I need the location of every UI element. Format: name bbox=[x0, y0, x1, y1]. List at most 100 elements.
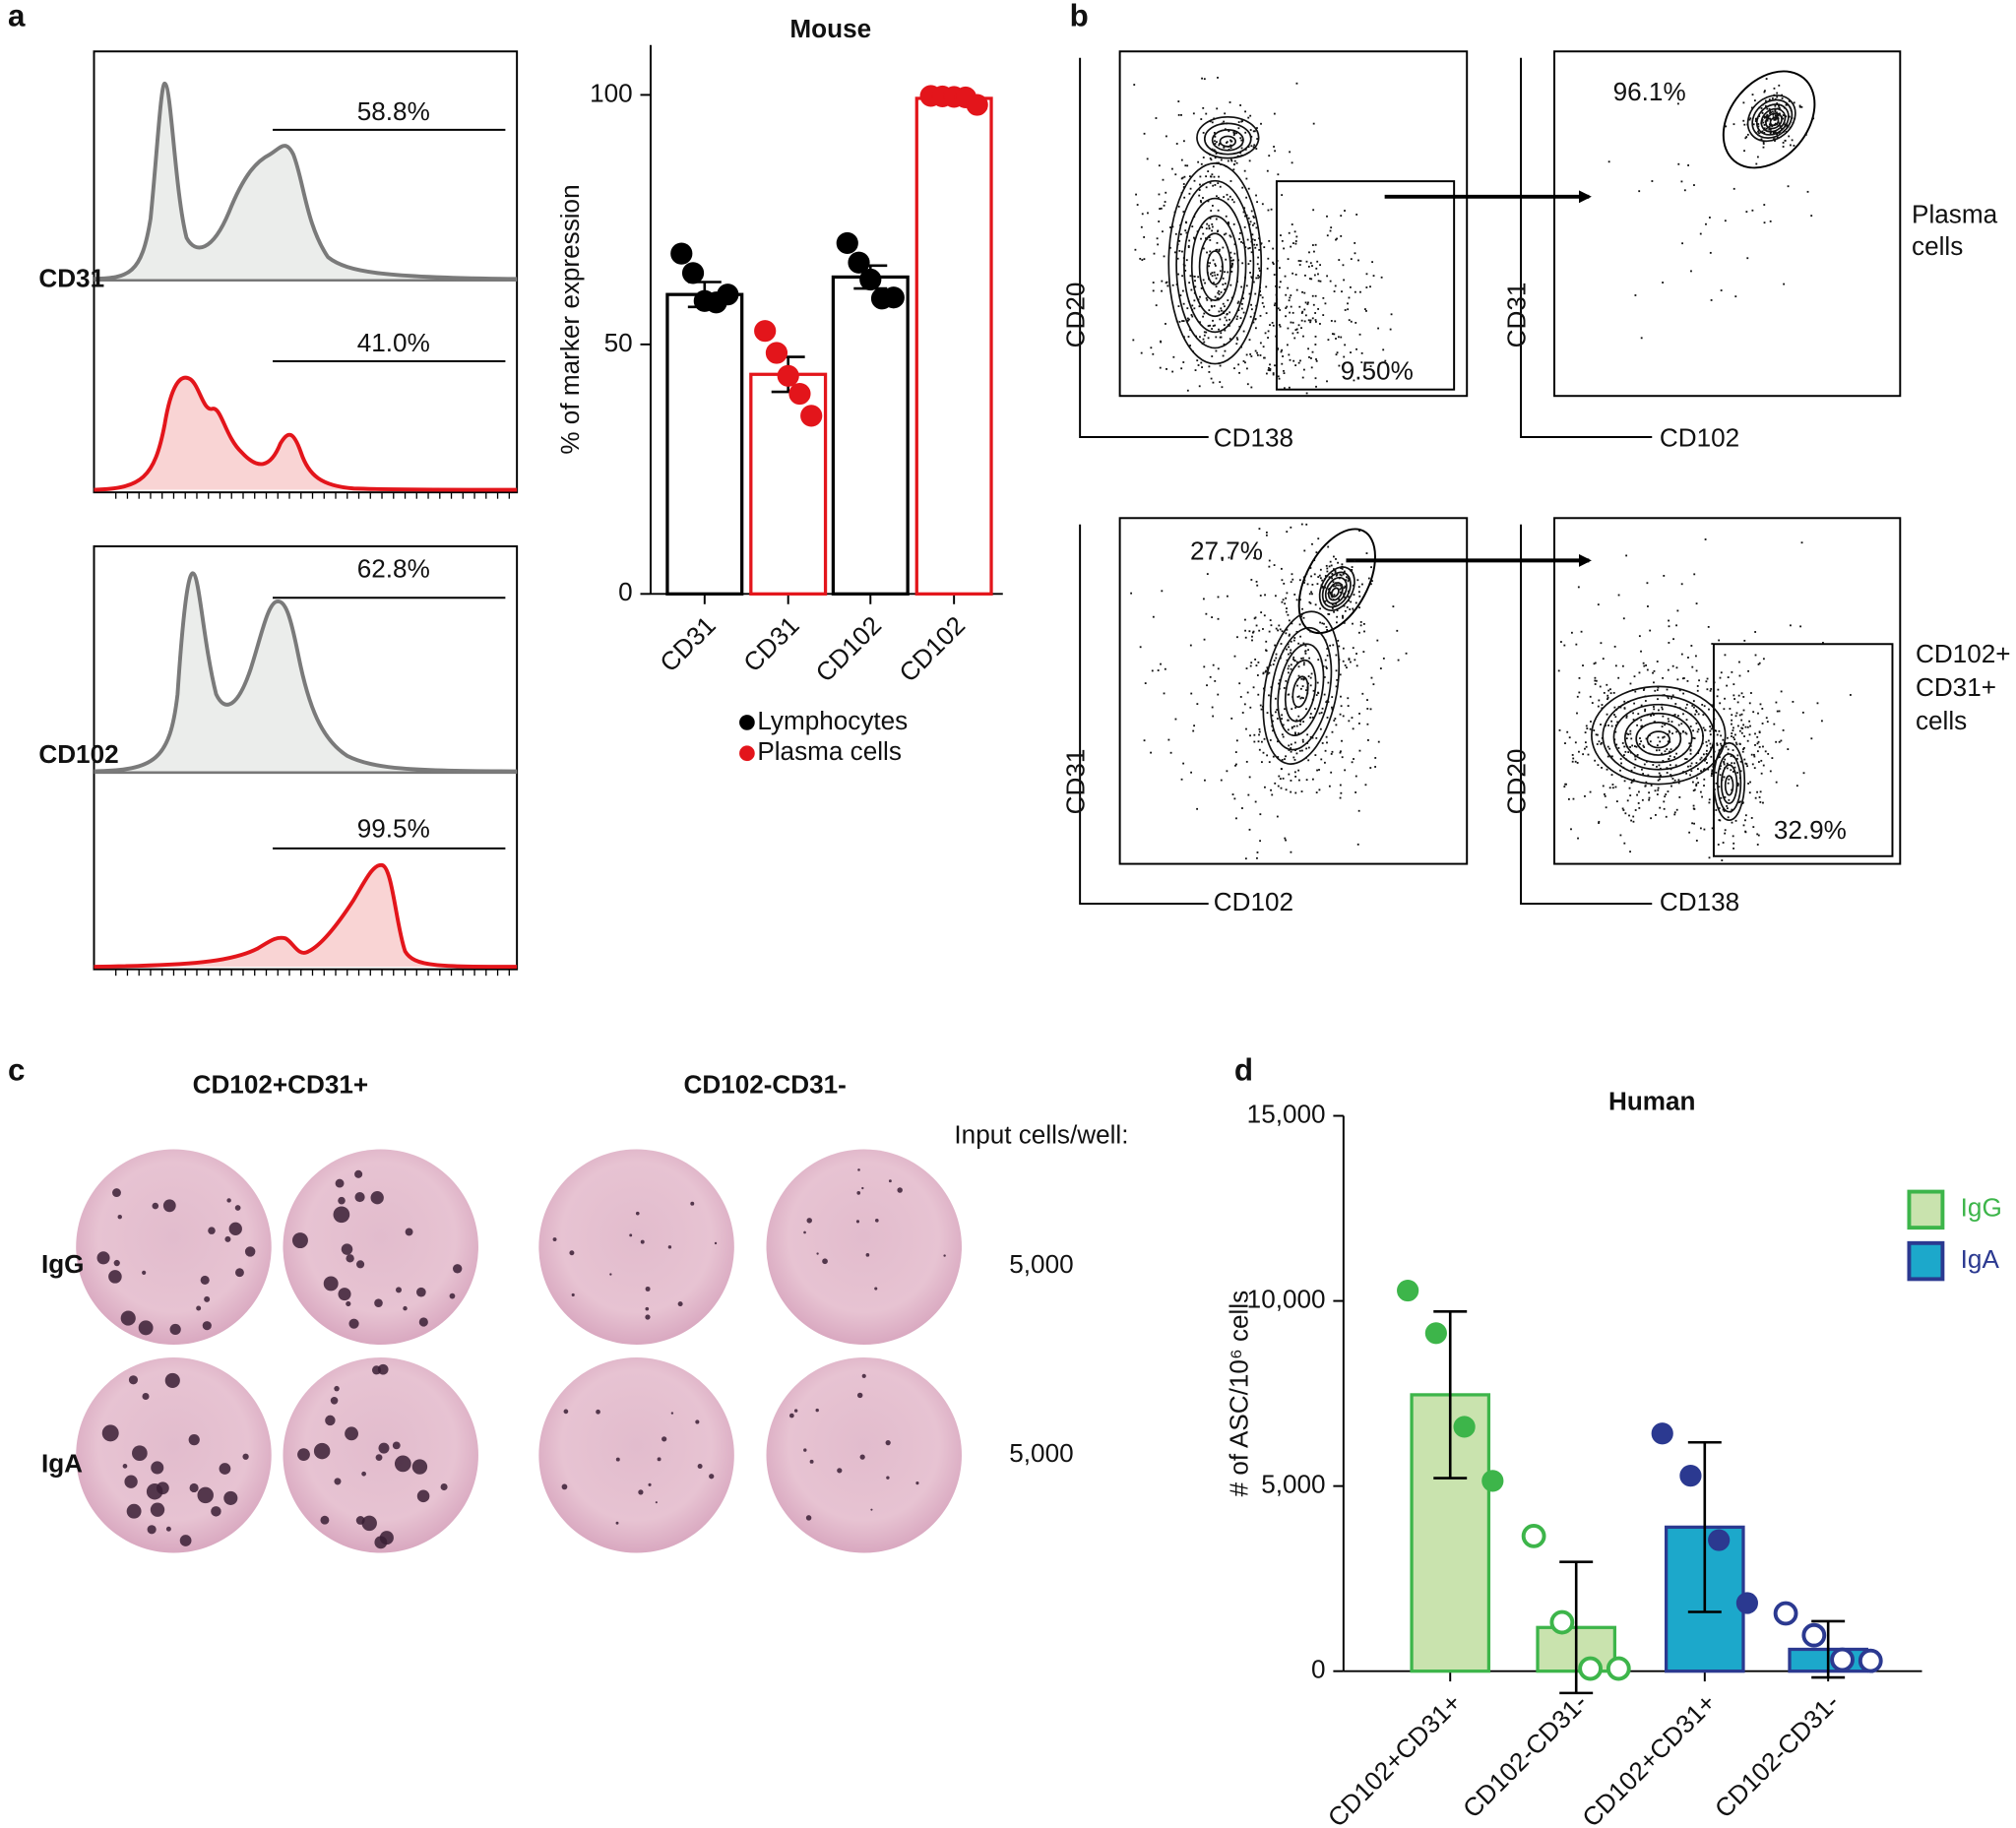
event-dot bbox=[1653, 714, 1655, 717]
event-dot bbox=[1166, 281, 1168, 284]
event-dot bbox=[1281, 194, 1284, 197]
event-dot bbox=[1267, 330, 1270, 333]
event-dot bbox=[1206, 573, 1209, 576]
event-dot bbox=[1736, 772, 1739, 774]
event-dot bbox=[1721, 859, 1724, 861]
event-dot bbox=[1677, 782, 1680, 785]
event-dot bbox=[1723, 763, 1726, 766]
event-dot bbox=[1396, 629, 1399, 632]
event-dot bbox=[1219, 318, 1222, 321]
event-dot bbox=[1215, 336, 1218, 339]
event-dot bbox=[1202, 315, 1205, 318]
event-dot bbox=[1253, 243, 1256, 246]
event-dot bbox=[1704, 728, 1707, 731]
event-dot bbox=[1211, 229, 1214, 232]
event-dot bbox=[1334, 718, 1337, 720]
event-dot bbox=[1193, 299, 1196, 302]
event-dot bbox=[1292, 658, 1294, 661]
event-dot bbox=[1708, 217, 1711, 219]
event-dot bbox=[1669, 764, 1671, 767]
event-dot bbox=[1250, 579, 1253, 581]
event-dot bbox=[1143, 258, 1146, 261]
event-dot bbox=[1306, 303, 1309, 305]
event-dot bbox=[1340, 695, 1342, 698]
event-dot bbox=[1619, 758, 1622, 760]
event-dot bbox=[1708, 708, 1710, 711]
event-dot bbox=[1237, 121, 1240, 123]
event-dot bbox=[1330, 753, 1333, 755]
event-dot bbox=[1290, 321, 1292, 324]
event-dot bbox=[1224, 305, 1226, 308]
event-dot bbox=[1185, 259, 1188, 262]
spot bbox=[394, 1455, 411, 1473]
axis-label: CD20 bbox=[1060, 283, 1090, 348]
spot bbox=[655, 1501, 658, 1504]
event-dot bbox=[1367, 577, 1370, 580]
event-dot bbox=[1212, 319, 1214, 322]
event-dot bbox=[1775, 701, 1778, 704]
event-dot bbox=[1240, 285, 1243, 288]
event-dot bbox=[1210, 210, 1213, 212]
event-dot bbox=[1309, 567, 1312, 569]
event-dot bbox=[1344, 609, 1347, 612]
event-dot bbox=[1227, 198, 1229, 201]
event-dot bbox=[1152, 615, 1155, 618]
event-dot bbox=[1229, 139, 1231, 142]
event-dot bbox=[1245, 667, 1248, 669]
event-dot bbox=[1239, 104, 1242, 106]
event-dot bbox=[1307, 347, 1309, 350]
event-dot bbox=[1242, 242, 1244, 244]
event-dot bbox=[1247, 263, 1250, 266]
event-dot bbox=[1692, 804, 1695, 807]
event-dot bbox=[1164, 201, 1166, 203]
event-dot bbox=[1697, 782, 1700, 785]
event-dot bbox=[1208, 265, 1211, 268]
event-dot bbox=[1783, 283, 1786, 285]
event-dot bbox=[1593, 729, 1596, 731]
event-dot bbox=[1709, 725, 1712, 728]
spot bbox=[677, 1301, 683, 1307]
event-dot bbox=[1340, 215, 1343, 218]
event-dot bbox=[1283, 387, 1286, 390]
event-dot bbox=[1574, 741, 1577, 744]
event-dot bbox=[1304, 274, 1306, 277]
event-dot bbox=[1213, 305, 1216, 307]
data-point bbox=[848, 251, 870, 274]
event-dot bbox=[1247, 187, 1250, 190]
event-dot bbox=[1326, 628, 1329, 631]
event-dot bbox=[1746, 765, 1748, 768]
event-dot bbox=[1658, 772, 1661, 775]
well bbox=[766, 1149, 962, 1345]
event-dot bbox=[1670, 785, 1672, 788]
event-dot bbox=[1317, 308, 1320, 310]
event-dot bbox=[1252, 281, 1255, 284]
event-dot bbox=[1315, 736, 1318, 739]
event-dot bbox=[1150, 751, 1153, 754]
event-dot bbox=[1226, 770, 1228, 773]
event-dot bbox=[1685, 772, 1688, 775]
event-dot bbox=[1233, 159, 1236, 162]
event-dot bbox=[1768, 125, 1771, 128]
event-dot bbox=[1218, 289, 1221, 292]
event-dot bbox=[1219, 185, 1222, 188]
event-dot bbox=[1235, 161, 1238, 164]
event-dot bbox=[1278, 324, 1281, 326]
event-dot bbox=[1665, 815, 1668, 818]
event-dot bbox=[1323, 761, 1326, 764]
event-dot bbox=[1177, 305, 1180, 307]
event-dot bbox=[1784, 123, 1787, 126]
contour bbox=[1720, 764, 1738, 805]
spot bbox=[234, 1205, 241, 1211]
event-dot bbox=[1314, 243, 1317, 246]
event-dot bbox=[1292, 578, 1294, 581]
event-dot bbox=[1304, 314, 1307, 317]
event-dot bbox=[1659, 778, 1662, 781]
event-dot bbox=[1341, 756, 1344, 759]
event-dot bbox=[1763, 221, 1766, 224]
event-dot bbox=[1571, 760, 1574, 763]
event-dot bbox=[1284, 837, 1287, 840]
spot bbox=[596, 1409, 600, 1415]
event-dot bbox=[1635, 745, 1638, 748]
event-dot bbox=[1678, 689, 1681, 692]
event-dot bbox=[1277, 307, 1280, 310]
